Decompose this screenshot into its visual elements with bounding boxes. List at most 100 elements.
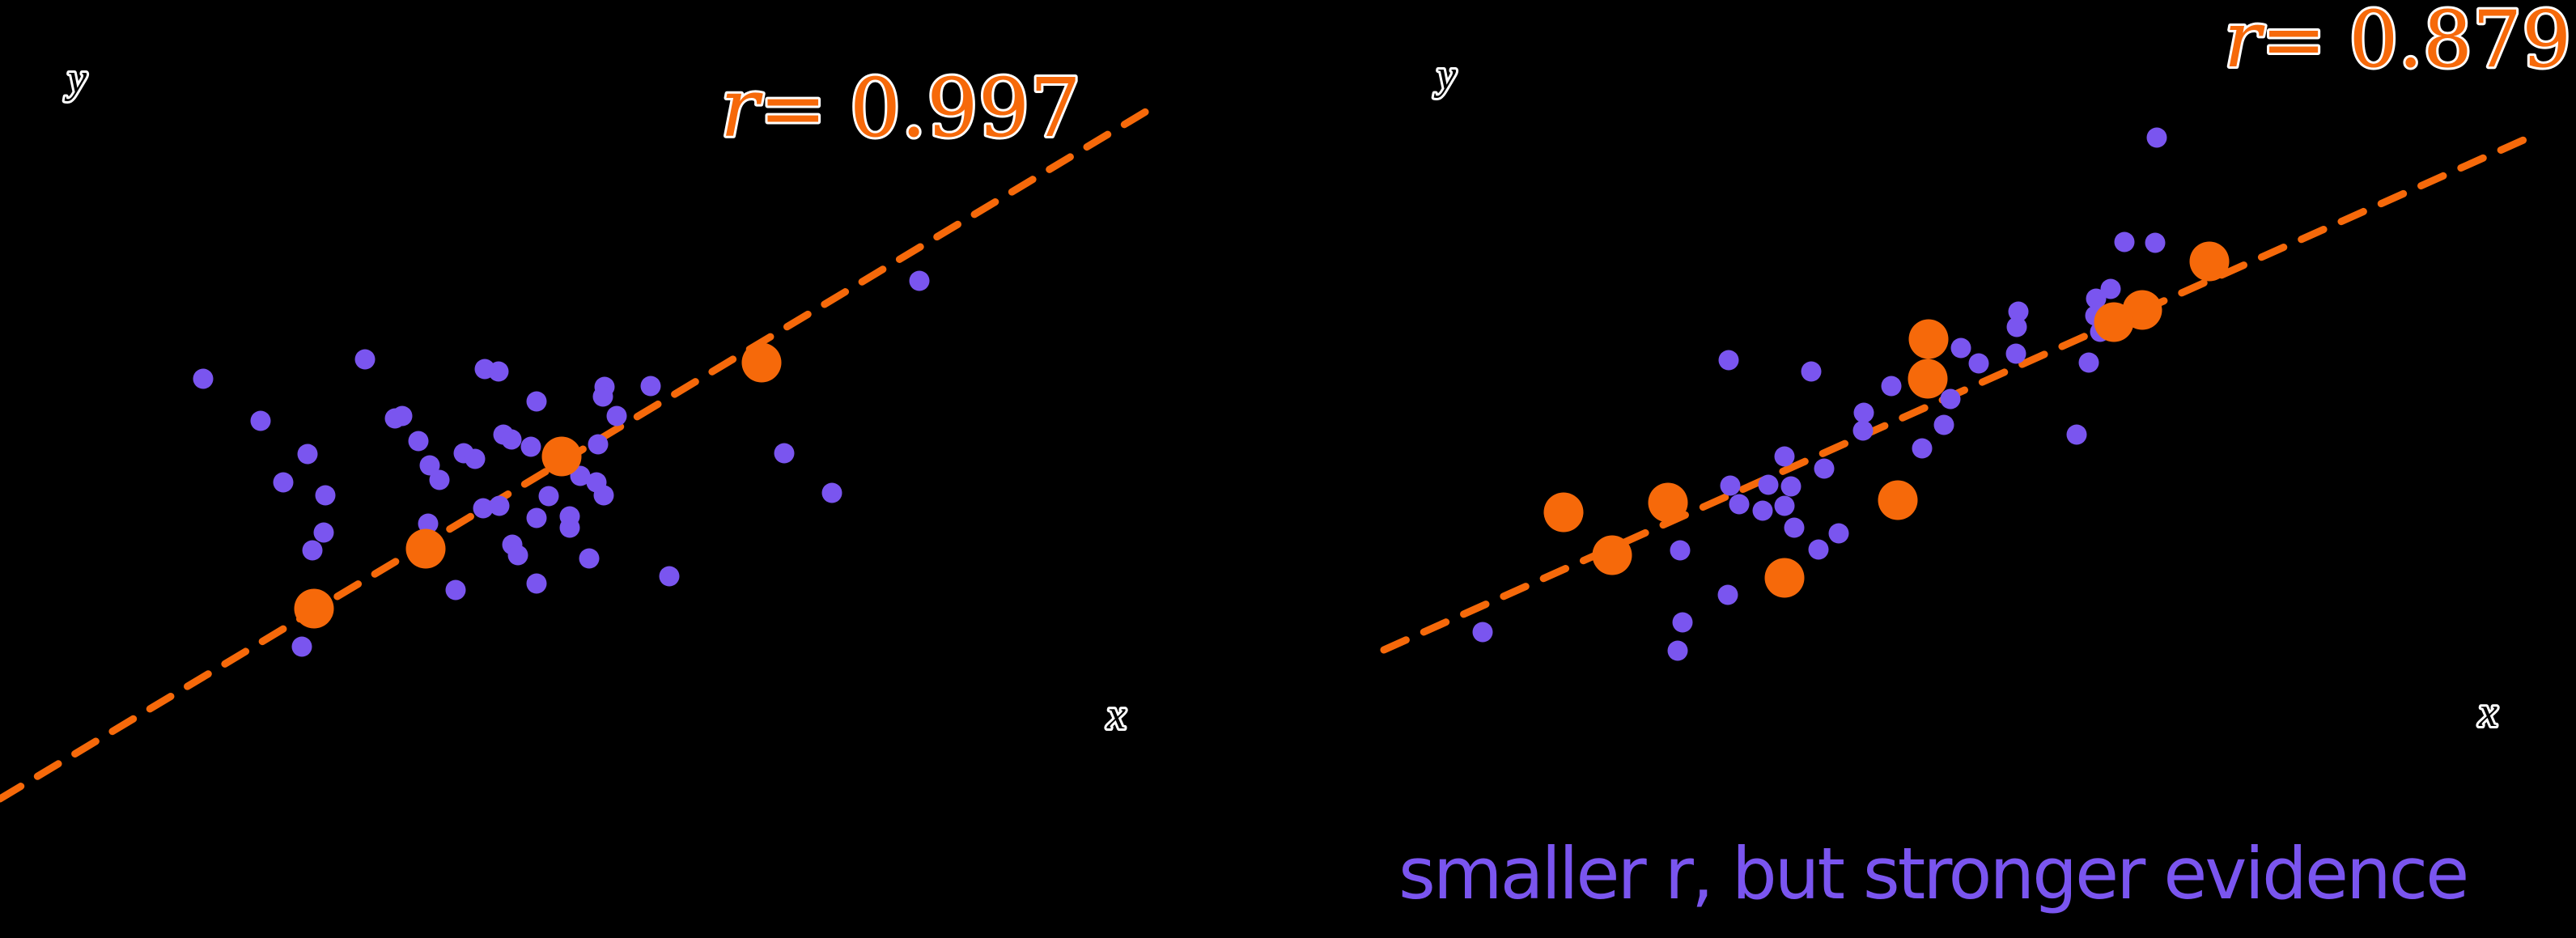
- highlighted-data-point: [1908, 319, 1949, 359]
- data-point: [408, 431, 429, 452]
- data-point: [193, 368, 214, 389]
- data-point: [640, 376, 661, 397]
- data-point: [1774, 446, 1795, 467]
- data-point: [2078, 352, 2099, 373]
- data-point: [2114, 231, 2135, 253]
- data-point: [315, 485, 336, 506]
- r-value: 0.879: [2349, 0, 2571, 85]
- r-value: 0.997: [850, 61, 1081, 155]
- data-point: [501, 429, 522, 450]
- data-point: [2005, 343, 2026, 364]
- data-point: [250, 410, 271, 431]
- data-point: [1933, 414, 1954, 435]
- data-point: [1780, 476, 1802, 497]
- highlighted-points: [1543, 241, 2230, 598]
- data-point: [313, 522, 334, 543]
- highlighted-data-point: [1543, 492, 1584, 533]
- data-point: [526, 391, 547, 412]
- data-point: [520, 436, 541, 457]
- data-point: [418, 513, 439, 534]
- left-scatter-panel: y x r= 0.997: [0, 53, 1152, 803]
- data-point: [909, 270, 930, 291]
- scatter-points: [1472, 127, 2167, 661]
- data-point: [1853, 402, 1874, 423]
- correlation-label: r= 0.997: [720, 61, 1081, 155]
- highlighted-data-point: [2094, 302, 2134, 342]
- data-point: [489, 495, 510, 516]
- x-axis-label: x: [1106, 692, 1126, 738]
- data-point: [1752, 500, 1773, 521]
- data-point: [2008, 301, 2029, 322]
- data-point: [291, 636, 312, 657]
- highlighted-data-point: [405, 528, 446, 569]
- r-symbol: r: [720, 61, 763, 155]
- data-point: [1881, 376, 1902, 397]
- data-point: [1672, 612, 1693, 633]
- caption-text: smaller r, but stronger evidence: [1398, 832, 2469, 915]
- data-point: [1667, 640, 1688, 661]
- data-point: [2066, 424, 2087, 445]
- highlighted-data-point: [1878, 480, 1918, 520]
- data-point: [579, 548, 600, 569]
- data-point: [465, 448, 486, 469]
- data-point: [2145, 232, 2166, 253]
- data-point: [1828, 523, 1849, 544]
- data-point: [1940, 388, 1961, 410]
- data-point: [588, 434, 609, 455]
- data-point: [1801, 361, 1822, 382]
- data-point: [2100, 278, 2121, 299]
- data-point: [1729, 494, 1750, 515]
- data-point: [526, 507, 547, 528]
- data-point: [1718, 350, 1739, 371]
- y-axis-label: y: [64, 56, 87, 102]
- data-point: [507, 545, 528, 566]
- data-point: [1814, 458, 1835, 479]
- data-point: [445, 579, 466, 601]
- highlighted-points: [294, 342, 782, 629]
- highlighted-data-point: [1592, 535, 1632, 575]
- data-point: [2086, 288, 2107, 309]
- data-point: [1758, 474, 1779, 495]
- highlighted-data-point: [1908, 359, 1948, 399]
- x-axis-label: x: [2478, 690, 2497, 736]
- data-point: [526, 573, 547, 594]
- data-point: [1717, 584, 1738, 605]
- data-point: [392, 405, 413, 427]
- scatter-points: [193, 270, 930, 657]
- highlighted-data-point: [1764, 558, 1805, 598]
- data-point: [1950, 337, 1971, 359]
- data-point: [559, 517, 580, 538]
- data-point: [2006, 316, 2027, 337]
- data-point: [1472, 622, 1493, 643]
- data-point: [2146, 127, 2167, 148]
- data-point: [774, 443, 795, 464]
- data-point: [1852, 420, 1874, 441]
- correlation-label: r= 0.879: [2224, 0, 2571, 85]
- data-point: [488, 361, 509, 382]
- equals-sign: =: [759, 61, 827, 155]
- equals-sign: =: [2261, 0, 2326, 85]
- data-point: [302, 540, 323, 561]
- highlighted-data-point: [1648, 482, 1688, 523]
- data-point: [821, 482, 842, 503]
- data-point: [419, 455, 440, 476]
- data-point: [297, 444, 318, 465]
- data-point: [538, 486, 559, 507]
- highlighted-data-point: [741, 342, 782, 383]
- data-point: [1670, 540, 1691, 561]
- data-point: [273, 472, 294, 493]
- data-point: [606, 405, 627, 427]
- data-point: [1774, 495, 1795, 516]
- data-point: [473, 498, 494, 519]
- data-point: [1808, 539, 1829, 560]
- data-point: [593, 485, 614, 506]
- data-point: [1784, 517, 1805, 538]
- right-scatter-panel: y x r= 0.879: [1380, 0, 2574, 738]
- y-axis-label: y: [1433, 53, 1457, 99]
- data-point: [1720, 475, 1741, 496]
- highlighted-data-point: [294, 588, 334, 629]
- data-point: [659, 566, 680, 587]
- highlighted-data-point: [2189, 241, 2230, 282]
- data-point: [429, 469, 450, 490]
